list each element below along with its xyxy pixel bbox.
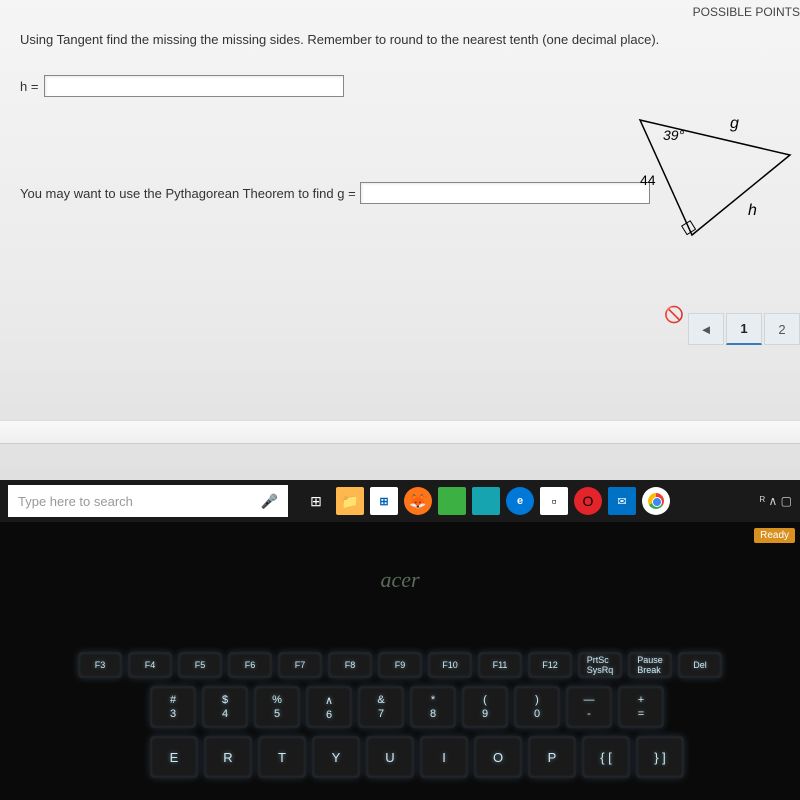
function-key: PrtScSysRq xyxy=(578,652,622,678)
function-key: F6 xyxy=(228,652,272,678)
number-key: $4 xyxy=(202,686,248,728)
file-explorer-icon[interactable]: 📁 xyxy=(336,487,364,515)
points-label: POSSIBLE POINTS xyxy=(693,5,800,19)
laptop-logo: acer xyxy=(380,567,419,593)
number-key: ∧6 xyxy=(306,686,352,728)
letter-key: O xyxy=(474,736,522,778)
app-green-icon[interactable] xyxy=(438,487,466,515)
letter-key-row: ERTYUIOP{ [} ] xyxy=(10,736,790,778)
number-key: += xyxy=(618,686,664,728)
document-icon[interactable]: ▫ xyxy=(540,487,568,515)
function-key: PauseBreak xyxy=(628,652,672,678)
taskbar-apps: ⊞ 📁 ⊞ 🦊 e ▫ O ✉ xyxy=(302,487,670,515)
h-input-row: h = xyxy=(20,75,780,97)
number-key-row: #3$4%5∧6&7*8(9)0—-+= xyxy=(10,686,790,728)
function-key: F11 xyxy=(478,652,522,678)
windows-taskbar: Type here to search 🎤 ⊞ 📁 ⊞ 🦊 e ▫ O ✉ ᴿ … xyxy=(0,480,800,522)
function-key-row: F3F4F5F6F7F8F9F10F11F12PrtScSysRqPauseBr… xyxy=(10,652,790,678)
taskbar-search[interactable]: Type here to search 🎤 xyxy=(8,485,288,517)
letter-key: { [ xyxy=(582,736,630,778)
pagination: 🚫 ◄ 1 2 xyxy=(664,305,800,353)
number-key: —- xyxy=(566,686,612,728)
h-input[interactable] xyxy=(44,75,344,97)
number-key: *8 xyxy=(410,686,456,728)
function-key: F4 xyxy=(128,652,172,678)
prohibited-icon: 🚫 xyxy=(664,305,684,325)
chrome-icon[interactable] xyxy=(642,487,670,515)
angle-text: 39° xyxy=(663,127,685,143)
function-key: F5 xyxy=(178,652,222,678)
number-key: &7 xyxy=(358,686,404,728)
content-divider xyxy=(0,420,800,444)
app-teal-icon[interactable] xyxy=(472,487,500,515)
edge-icon[interactable]: e xyxy=(506,487,534,515)
h-label: h = xyxy=(20,79,38,94)
pager-prev[interactable]: ◄ xyxy=(688,313,724,345)
mail-icon[interactable]: ✉ xyxy=(608,487,636,515)
letter-key: P xyxy=(528,736,576,778)
number-key: #3 xyxy=(150,686,196,728)
function-key: Del xyxy=(678,652,722,678)
letter-key: R xyxy=(204,736,252,778)
question-instruction: Using Tangent find the missing the missi… xyxy=(20,32,780,47)
function-key: F8 xyxy=(328,652,372,678)
function-key: F9 xyxy=(378,652,422,678)
task-view-icon[interactable]: ⊞ xyxy=(302,487,330,515)
pager-page-1[interactable]: 1 xyxy=(726,313,762,345)
function-key: F3 xyxy=(78,652,122,678)
store-icon[interactable]: ⊞ xyxy=(370,487,398,515)
number-key: )0 xyxy=(514,686,560,728)
letter-key: T xyxy=(258,736,306,778)
letter-key: U xyxy=(366,736,414,778)
pager-page-2[interactable]: 2 xyxy=(764,313,800,345)
letter-key: Y xyxy=(312,736,360,778)
number-key: (9 xyxy=(462,686,508,728)
side-h: h xyxy=(748,202,757,219)
function-key: F7 xyxy=(278,652,322,678)
function-key: F12 xyxy=(528,652,572,678)
search-placeholder-text: Type here to search xyxy=(18,494,133,509)
triangle-figure: 39° g 44 h xyxy=(630,110,800,260)
letter-key: } ] xyxy=(636,736,684,778)
g-input[interactable] xyxy=(360,182,650,204)
side-44: 44 xyxy=(640,172,656,188)
number-key: %5 xyxy=(254,686,300,728)
ready-badge: Ready xyxy=(754,528,795,543)
laptop-body: Ready acer F3F4F5F6F7F8F9F10F11F12PrtScS… xyxy=(0,522,800,800)
letter-key: I xyxy=(420,736,468,778)
system-tray[interactable]: ᴿ ∧ ▢ xyxy=(760,494,792,508)
firefox-icon[interactable]: 🦊 xyxy=(404,487,432,515)
letter-key: E xyxy=(150,736,198,778)
function-key: F10 xyxy=(428,652,472,678)
g-label: You may want to use the Pythagorean Theo… xyxy=(20,186,356,201)
keyboard: F3F4F5F6F7F8F9F10F11F12PrtScSysRqPauseBr… xyxy=(10,652,790,786)
microphone-icon[interactable]: 🎤 xyxy=(261,493,278,510)
side-g: g xyxy=(730,115,739,132)
opera-icon[interactable]: O xyxy=(574,487,602,515)
